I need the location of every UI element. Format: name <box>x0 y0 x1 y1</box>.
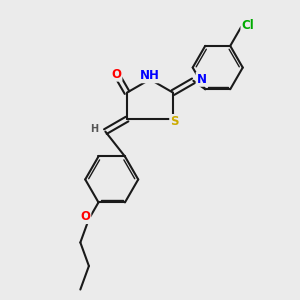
Text: N: N <box>196 73 207 86</box>
Text: S: S <box>170 115 179 128</box>
Text: O: O <box>112 68 122 81</box>
Text: H: H <box>90 124 98 134</box>
Text: NH: NH <box>140 69 160 82</box>
Text: O: O <box>80 210 90 223</box>
Text: Cl: Cl <box>242 19 254 32</box>
